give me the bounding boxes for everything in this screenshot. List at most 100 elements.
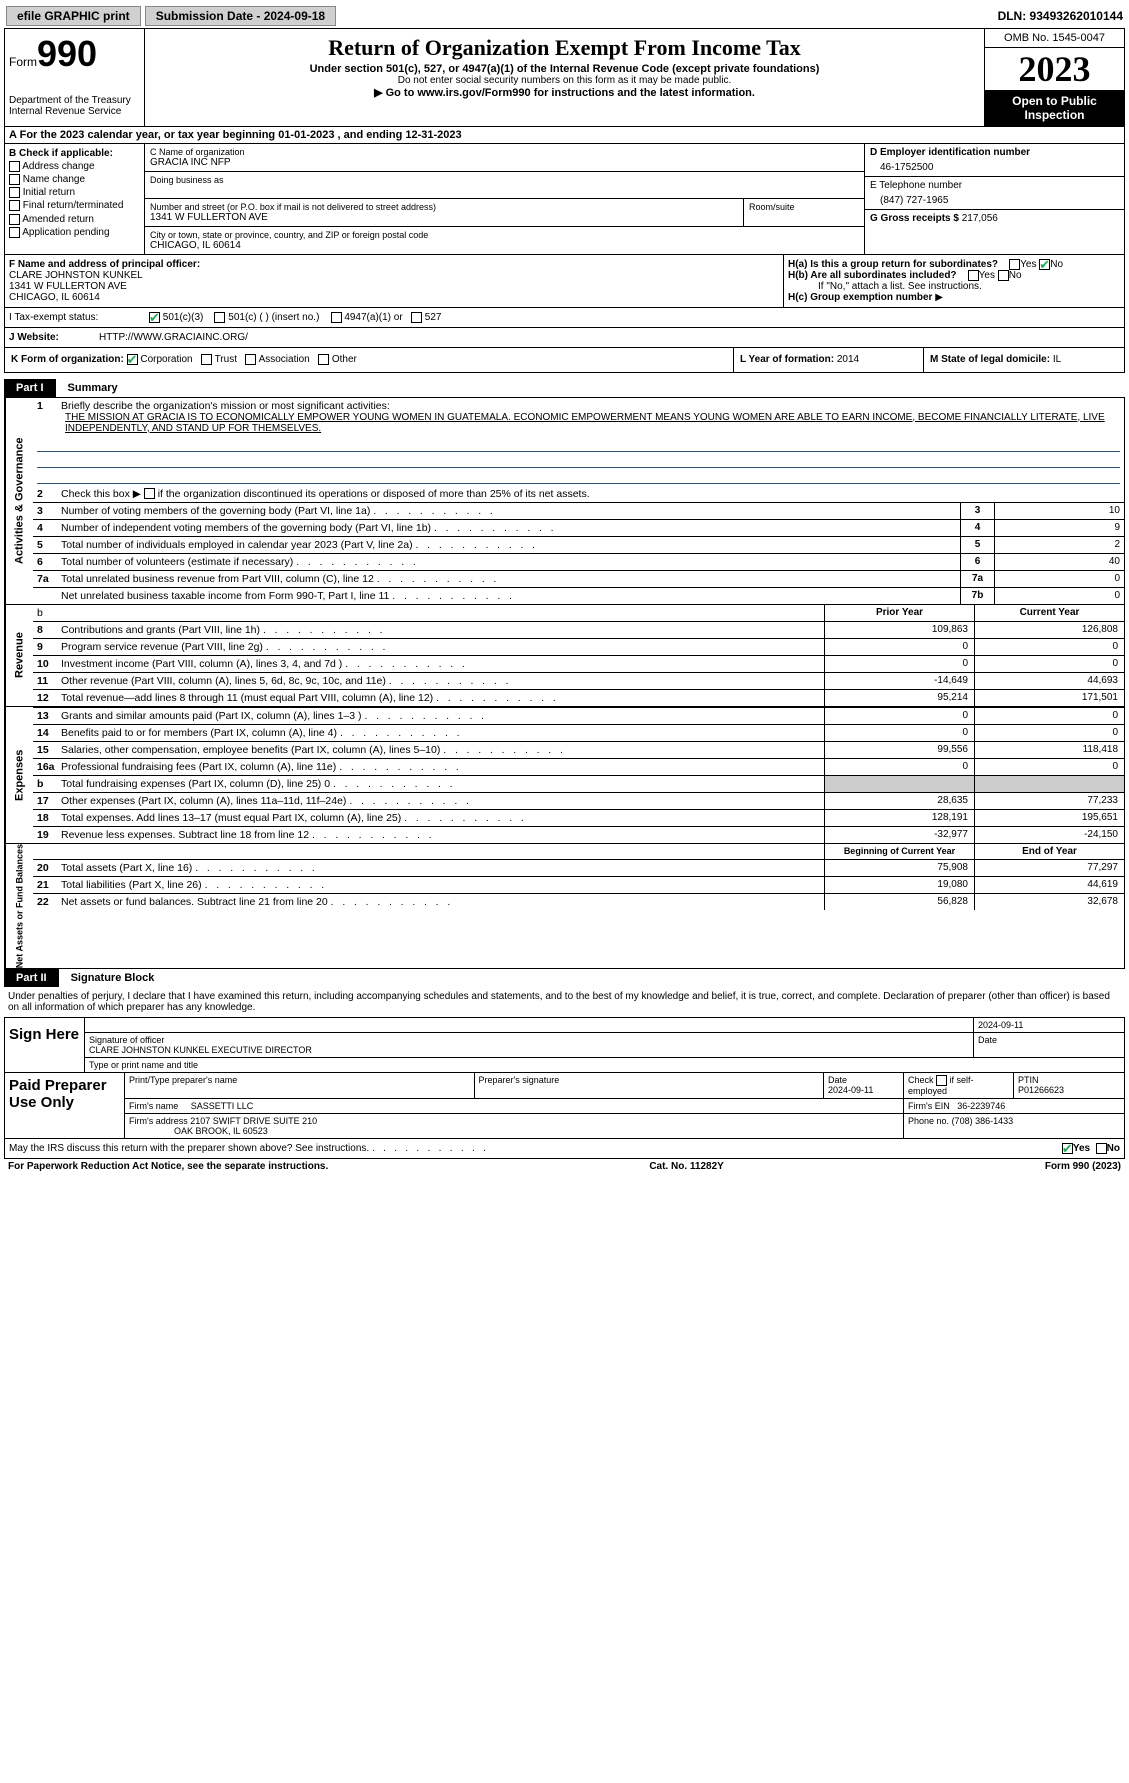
- part1-header: Part I Summary: [4, 379, 1125, 397]
- submission-date-button[interactable]: Submission Date - 2024-09-18: [145, 6, 336, 26]
- chk-501c3[interactable]: [149, 312, 160, 323]
- sign-here-label: Sign Here: [5, 1018, 85, 1072]
- chk-final[interactable]: Final return/terminated: [9, 200, 140, 211]
- hb-row: H(b) Are all subordinates included? Yes …: [788, 270, 1120, 281]
- line-22: 22Net assets or fund balances. Subtract …: [33, 893, 1124, 910]
- form-990-page: efile GRAPHIC print Submission Date - 20…: [0, 0, 1129, 1178]
- line-16a: 16aProfessional fundraising fees (Part I…: [33, 758, 1124, 775]
- col-c-org: C Name of organization GRACIA INC NFP Do…: [145, 144, 864, 254]
- form-990-num: 990: [37, 33, 97, 74]
- state-domicile: M State of legal domicile: IL: [924, 348, 1124, 371]
- discuss-no[interactable]: No: [1096, 1143, 1120, 1154]
- chk-4947[interactable]: [331, 312, 342, 323]
- col-d-ein: D Employer identification number 46-1752…: [864, 144, 1124, 254]
- blank-3: [37, 470, 1120, 484]
- efile-print-button[interactable]: efile GRAPHIC print: [6, 6, 141, 26]
- firm-addr-row: Firm's address 2107 SWIFT DRIVE SUITE 21…: [125, 1114, 1124, 1138]
- line-5: 5Total number of individuals employed in…: [33, 536, 1124, 553]
- ha-row: H(a) Is this a group return for subordin…: [788, 259, 1120, 270]
- dln-label: DLN: 93493262010144: [998, 9, 1123, 23]
- chk-name[interactable]: Name change: [9, 174, 140, 185]
- rev-header: b Prior Year Current Year: [33, 605, 1124, 621]
- group-return: H(a) Is this a group return for subordin…: [784, 255, 1124, 307]
- line-21: 21Total liabilities (Part X, line 26)19,…: [33, 876, 1124, 893]
- line-6: 6Total number of volunteers (estimate if…: [33, 553, 1124, 570]
- summary-activities: Activities & Governance 1 Briefly descri…: [4, 397, 1125, 605]
- year-formation: L Year of formation: 2014: [734, 348, 924, 371]
- subtitle-1: Under section 501(c), 527, or 4947(a)(1)…: [149, 63, 980, 75]
- line-17: 17Other expenses (Part IX, column (A), l…: [33, 792, 1124, 809]
- b-title: B Check if applicable:: [9, 148, 140, 159]
- omb-number: OMB No. 1545-0047: [985, 29, 1124, 48]
- line-12: 12Total revenue—add lines 8 through 11 (…: [33, 689, 1124, 706]
- org-name-cell: C Name of organization GRACIA INC NFP: [145, 144, 864, 172]
- form-org-k: K Form of organization: Corporation Trus…: [5, 348, 734, 371]
- chk-address[interactable]: Address change: [9, 161, 140, 172]
- ein-cell: D Employer identification number 46-1752…: [865, 144, 1124, 177]
- entity-box: B Check if applicable: Address change Na…: [4, 144, 1125, 255]
- goto-line: ▶ Go to www.irs.gov/Form990 for instruct…: [149, 86, 980, 99]
- header-left: Form990 Department of the Treasury Inter…: [5, 29, 145, 126]
- line-8: 8Contributions and grants (Part VIII, li…: [33, 621, 1124, 638]
- website-url[interactable]: HTTP://WWW.GRACIAINC.ORG/: [99, 332, 248, 343]
- chk-amended[interactable]: Amended return: [9, 214, 140, 225]
- header-right: OMB No. 1545-0047 2023 Open to Public In…: [984, 29, 1124, 126]
- line-7b: Net unrelated business taxable income fr…: [33, 587, 1124, 604]
- chk-initial[interactable]: Initial return: [9, 187, 140, 198]
- hc-row: H(c) Group exemption number ▶: [788, 292, 1120, 303]
- line-19: 19Revenue less expenses. Subtract line 1…: [33, 826, 1124, 843]
- chk-assoc[interactable]: [245, 354, 256, 365]
- line-18: 18Total expenses. Add lines 13–17 (must …: [33, 809, 1124, 826]
- chk-other[interactable]: [318, 354, 329, 365]
- line-10: 10Investment income (Part VIII, column (…: [33, 655, 1124, 672]
- paid-prep-label: Paid Preparer Use Only: [5, 1073, 125, 1138]
- tax-label: I Tax-exempt status:: [5, 308, 145, 327]
- sig-officer-row: Signature of officer CLARE JOHNSTON KUNK…: [85, 1033, 1124, 1058]
- line-14: 14Benefits paid to or for members (Part …: [33, 724, 1124, 741]
- blank-1: [37, 438, 1120, 452]
- line-20: 20Total assets (Part X, line 16)75,90877…: [33, 859, 1124, 876]
- mission-text: THE MISSION AT GRACIA IS TO ECONOMICALLY…: [61, 412, 1120, 434]
- row-fgh: F Name and address of principal officer:…: [4, 255, 1125, 308]
- summary-expenses: Expenses 13Grants and similar amounts pa…: [4, 707, 1125, 844]
- tax-year: 2023: [985, 48, 1124, 90]
- chk-pending[interactable]: Application pending: [9, 227, 140, 238]
- dba-cell: Doing business as: [145, 172, 864, 199]
- subtitle-2: Do not enter social security numbers on …: [149, 75, 980, 86]
- row-tax-status: I Tax-exempt status: 501(c)(3) 501(c) ( …: [4, 308, 1125, 328]
- paid-preparer-block: Paid Preparer Use Only Print/Type prepar…: [4, 1073, 1125, 1139]
- net-header: Beginning of Current Year End of Year: [33, 844, 1124, 859]
- chk-trust[interactable]: [201, 354, 212, 365]
- line-11: 11Other revenue (Part VIII, column (A), …: [33, 672, 1124, 689]
- paperwork-footer: For Paperwork Reduction Act Notice, see …: [4, 1159, 1125, 1174]
- row-a-period: A For the 2023 calendar year, or tax yea…: [4, 127, 1125, 144]
- line-9: 9Program service revenue (Part VIII, lin…: [33, 638, 1124, 655]
- discuss-yes[interactable]: Yes: [1062, 1143, 1090, 1154]
- line-b: bTotal fundraising expenses (Part IX, co…: [33, 775, 1124, 792]
- type-name-row: Type or print name and title: [85, 1058, 1124, 1072]
- summary-revenue: Revenue b Prior Year Current Year 8Contr…: [4, 605, 1125, 707]
- line-15: 15Salaries, other compensation, employee…: [33, 741, 1124, 758]
- line-3: 3Number of voting members of the governi…: [33, 502, 1124, 519]
- row-website: J Website: HTTP://WWW.GRACIAINC.ORG/: [4, 328, 1125, 348]
- principal-officer: F Name and address of principal officer:…: [5, 255, 784, 307]
- side-expenses: Expenses: [5, 707, 33, 843]
- prep-row1: Print/Type preparer's name Preparer's si…: [125, 1073, 1124, 1099]
- chk-corp[interactable]: [127, 354, 138, 365]
- open-public: Open to Public Inspection: [985, 90, 1124, 126]
- tel-cell: E Telephone number (847) 727-1965: [865, 177, 1124, 210]
- form-header: Form990 Department of the Treasury Inter…: [4, 28, 1125, 127]
- gross-cell: G Gross receipts $ 217,056: [865, 210, 1124, 240]
- side-netassets: Net Assets or Fund Balances: [5, 844, 33, 968]
- chk-527[interactable]: [411, 312, 422, 323]
- side-revenue: Revenue: [5, 605, 33, 706]
- topbar: efile GRAPHIC print Submission Date - 20…: [4, 4, 1125, 28]
- discuss-row: May the IRS discuss this return with the…: [4, 1139, 1125, 1159]
- line-1: 1 Briefly describe the organization's mi…: [33, 398, 1124, 436]
- chk-501c[interactable]: [214, 312, 225, 323]
- sign-here-block: Sign Here 2024-09-11 Signature of office…: [4, 1017, 1125, 1073]
- summary-netassets: Net Assets or Fund Balances Beginning of…: [4, 844, 1125, 969]
- hb-note: If "No," attach a list. See instructions…: [788, 281, 1120, 292]
- part2-header: Part II Signature Block: [4, 969, 1125, 987]
- side-activities: Activities & Governance: [5, 398, 33, 604]
